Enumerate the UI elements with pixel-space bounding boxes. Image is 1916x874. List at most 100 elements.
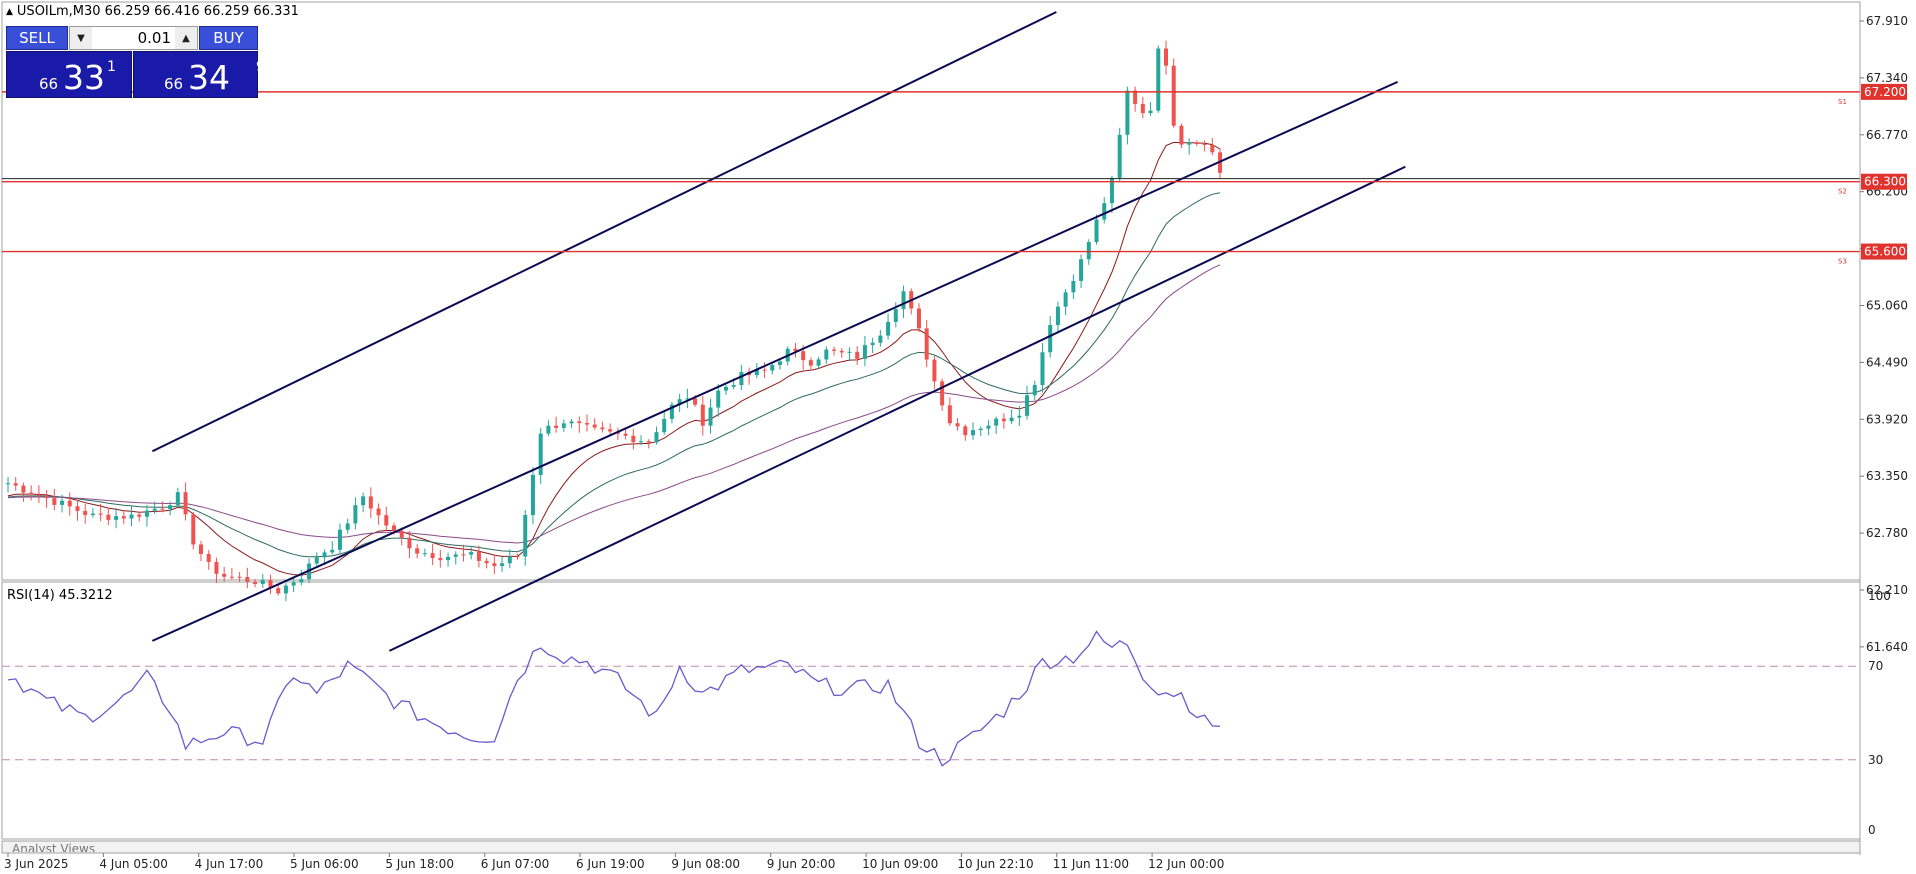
price-tick-label: 63.920 xyxy=(1866,412,1908,426)
channel-line-2[interactable] xyxy=(151,80,1399,642)
sell-price-prefix: 66 xyxy=(39,75,59,93)
candle-body xyxy=(1071,280,1076,293)
candle-body xyxy=(523,514,528,557)
candle-body xyxy=(1040,352,1045,386)
candle-body xyxy=(345,523,350,530)
candle-body xyxy=(98,513,103,515)
candle-body xyxy=(253,581,258,584)
candle-body xyxy=(994,418,999,426)
analyst-views-tab[interactable]: Analyst Views xyxy=(12,842,96,852)
candle-body xyxy=(932,359,937,382)
candle-body xyxy=(839,350,844,353)
buy-price-button[interactable]: 66 34 9 xyxy=(133,51,265,98)
candle-body xyxy=(577,421,582,424)
candle-body xyxy=(639,441,644,443)
candle-body xyxy=(222,573,227,577)
candle-body xyxy=(1148,110,1153,114)
candle-body xyxy=(677,399,682,405)
candle-body xyxy=(1048,324,1053,353)
candle-body xyxy=(484,560,489,564)
price-tick-label: 67.910 xyxy=(1866,14,1908,28)
candle-body xyxy=(121,516,126,519)
candle-body xyxy=(453,554,458,557)
candle-body xyxy=(75,506,80,511)
candle-body xyxy=(947,405,952,424)
candle-body xyxy=(716,390,721,408)
candle-body xyxy=(538,433,543,475)
buy-price-pip: 9 xyxy=(256,59,265,75)
candle-body xyxy=(1009,417,1014,422)
sell-button[interactable]: SELL xyxy=(6,26,68,50)
candle-body xyxy=(268,579,273,589)
candle-body xyxy=(592,424,597,428)
rsi-layer: 100 70 30 0 xyxy=(2,589,1891,837)
candle-body xyxy=(214,561,219,574)
time-tick-label: 3 Jun 2025 xyxy=(4,857,69,871)
candle-body xyxy=(886,321,891,336)
candle-body xyxy=(646,441,651,443)
candle-body xyxy=(322,552,327,558)
lot-increase-icon[interactable]: ▲ xyxy=(175,27,197,49)
candle-body xyxy=(469,551,474,555)
collapse-triangle-icon[interactable]: ▲ xyxy=(6,6,13,17)
lot-decrease-icon[interactable]: ▼ xyxy=(70,27,92,49)
channel-line-3[interactable] xyxy=(388,165,1406,652)
ma-slow-line xyxy=(7,264,1221,544)
lot-size-input[interactable] xyxy=(92,28,175,48)
candle-body xyxy=(901,291,906,310)
candle-body xyxy=(67,500,72,507)
time-tick-label: 5 Jun 18:00 xyxy=(385,857,454,871)
candle-body xyxy=(700,404,705,426)
support-levels[interactable]: S1 S2 S3 xyxy=(2,91,1860,266)
candle-body xyxy=(368,496,373,509)
chart-header: ▲ USOILm,M30 66.259 66.416 66.259 66.331 xyxy=(6,4,299,19)
candle-body xyxy=(283,585,288,594)
buy-price-prefix: 66 xyxy=(164,75,184,93)
candle-body xyxy=(21,485,26,493)
candle-body xyxy=(29,492,34,495)
candle-body xyxy=(1063,292,1068,307)
candle-body xyxy=(260,579,265,584)
candle-body xyxy=(554,425,559,428)
candle-body xyxy=(399,530,404,538)
candle-body xyxy=(940,381,945,406)
candle-body xyxy=(1187,142,1192,145)
support-level-tag: S1 xyxy=(1838,98,1847,106)
candle-body xyxy=(1086,242,1091,260)
candle-body xyxy=(916,308,921,329)
candle-body xyxy=(245,576,250,582)
candle-body xyxy=(778,361,782,365)
channel-line-1[interactable] xyxy=(151,11,1057,453)
candle-body xyxy=(44,495,49,499)
channel-lines[interactable] xyxy=(151,11,1406,652)
price-tick-label: 65.060 xyxy=(1866,298,1908,312)
candle-body xyxy=(569,421,574,424)
candle-body xyxy=(492,563,497,567)
time-tick-label: 10 Jun 09:00 xyxy=(862,857,938,871)
sell-price-button[interactable]: 66 33 1 xyxy=(6,51,132,98)
candle-body xyxy=(1164,48,1168,66)
candle-body xyxy=(955,423,960,427)
candle-body xyxy=(1133,90,1138,104)
buy-price-main: 34 xyxy=(188,58,230,97)
sell-price-main: 33 xyxy=(63,58,105,97)
moving-averages xyxy=(7,141,1221,576)
candle-body xyxy=(1210,144,1215,153)
candle-body xyxy=(160,508,165,510)
ma-mid-line xyxy=(7,192,1221,558)
price-marker-label: 66.300 xyxy=(1864,175,1906,189)
support-level-tag: S2 xyxy=(1838,188,1847,196)
rsi-tick-label: 0 xyxy=(1868,823,1876,837)
candle-body xyxy=(1094,219,1099,243)
candle-body xyxy=(291,582,296,586)
candle-body xyxy=(546,425,551,434)
price-tick-label: 67.340 xyxy=(1866,71,1908,85)
candle-body xyxy=(106,514,111,520)
candle-body xyxy=(1125,90,1130,135)
price-marker-box xyxy=(1861,173,1907,190)
candle-body xyxy=(870,342,875,346)
buy-button[interactable]: BUY xyxy=(199,26,258,50)
candle-body xyxy=(986,425,991,429)
candle-body xyxy=(422,553,427,555)
